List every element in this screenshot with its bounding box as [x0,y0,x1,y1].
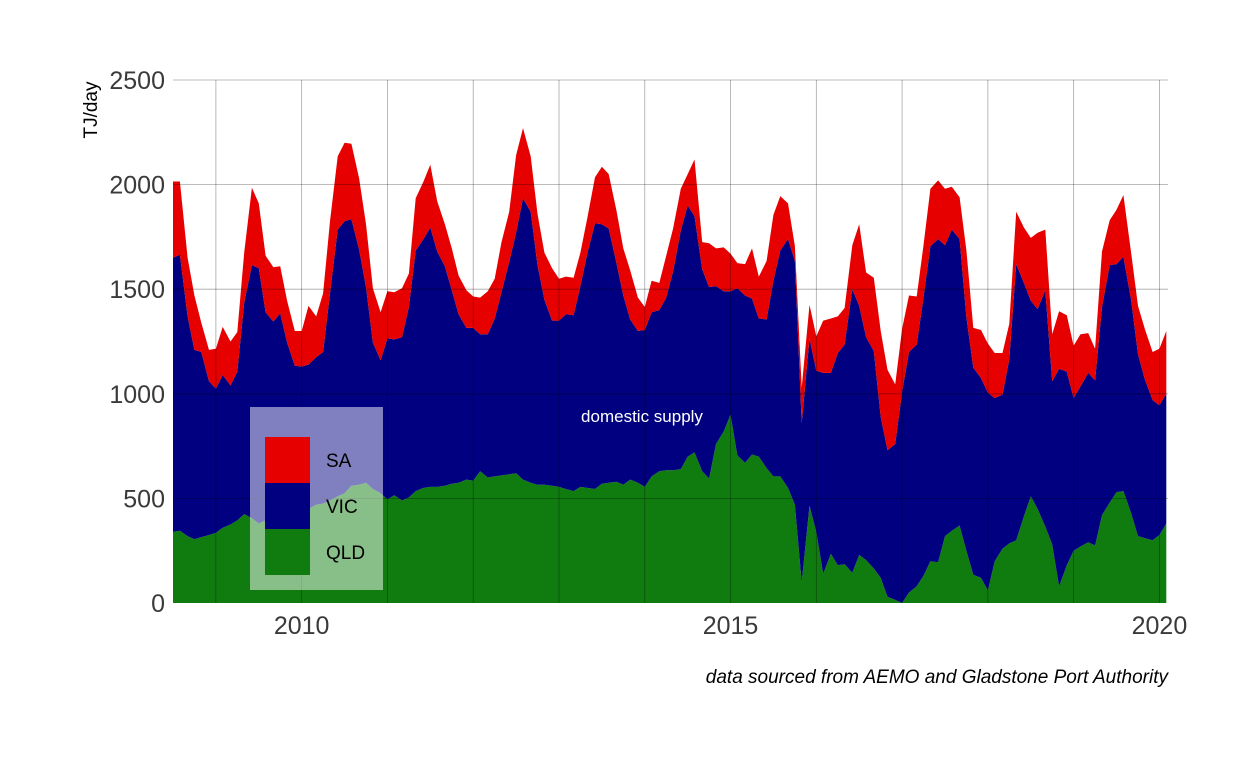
source-note: data sourced from AEMO and Gladstone Por… [706,667,1170,688]
area-sa [173,128,1167,451]
y-tick-label: 2500 [109,67,165,95]
y-axis-label: TJ/day [81,81,102,139]
x-axis-ticks: 2010 2015 2020 [274,612,1187,640]
y-tick-label: 2000 [109,172,165,200]
y-tick-label: 1000 [109,381,165,409]
y-axis-ticks: 0 500 1000 1500 2000 2500 [109,67,165,618]
area-vic [173,198,1167,603]
y-tick-label: 1500 [109,276,165,304]
x-tick-label: 2010 [274,612,330,640]
stacked-areas [173,128,1167,603]
y-tick-label: 0 [151,590,165,618]
area-qld [173,414,1167,603]
legend: SA VIC QLD [250,407,383,590]
annotation-domestic-supply: domestic supply [581,407,703,426]
x-tick-label: 2015 [703,612,759,640]
y-tick-label: 500 [123,485,165,513]
legend-label-vic: VIC [326,497,358,518]
legend-label-qld: QLD [326,543,365,564]
legend-label-sa: SA [326,451,352,472]
legend-swatch-sa [265,437,310,483]
legend-swatch-qld [265,529,310,575]
legend-swatch-vic [265,483,310,529]
x-tick-label: 2020 [1132,612,1188,640]
gridlines [173,79,1168,603]
